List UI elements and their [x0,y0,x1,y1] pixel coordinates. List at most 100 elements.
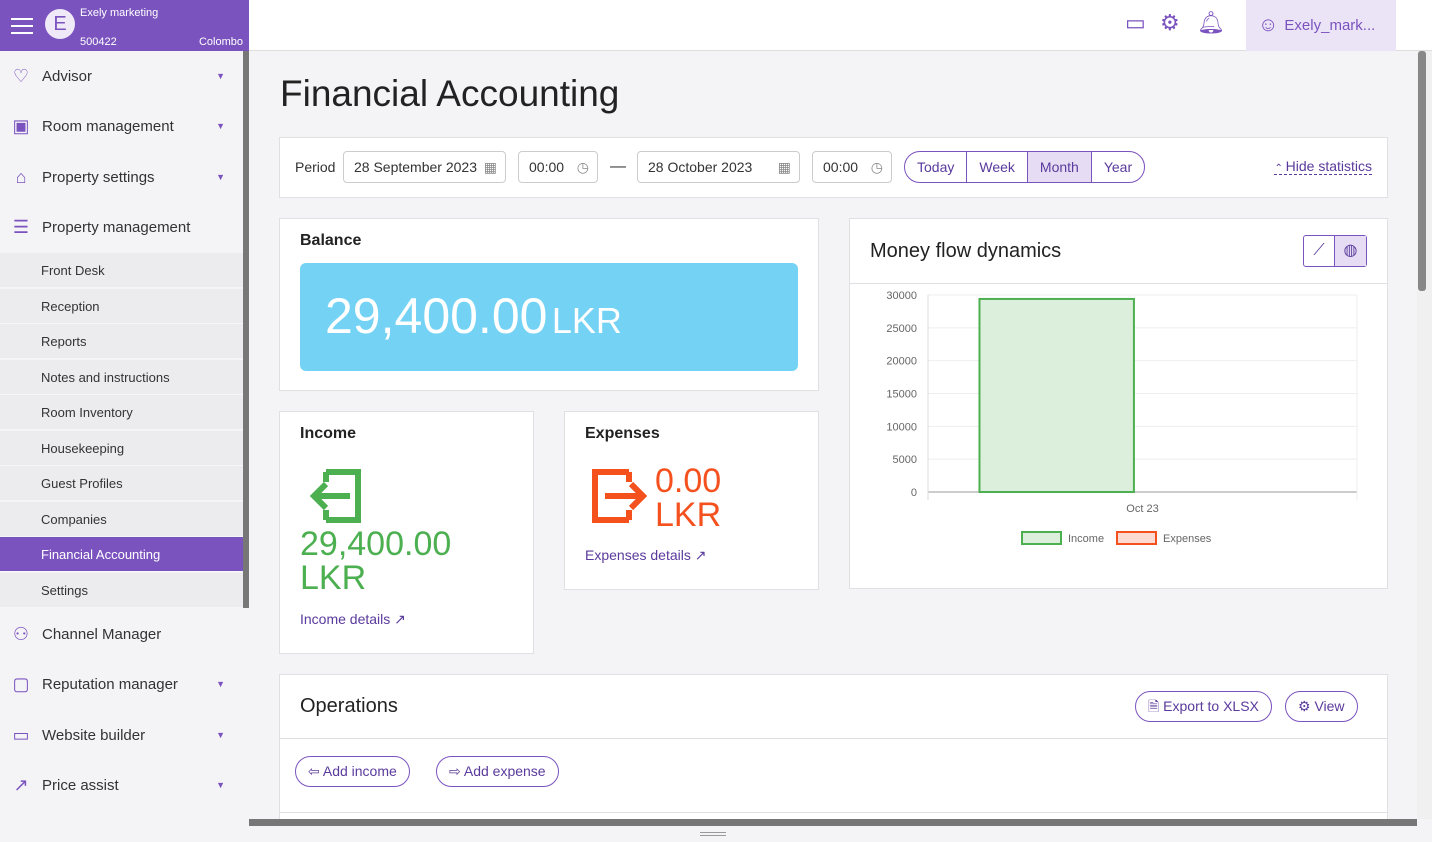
file-icon: 🗎︎ [1148,698,1164,714]
calendar-icon: ▣ [12,116,30,136]
add-income-button[interactable]: ⇦ Add income [295,756,410,787]
sidebar-scrollbar[interactable] [243,51,249,608]
monitor-icon: ▭ [12,725,30,745]
sidebar-item-label: Advisor [42,67,93,85]
sidebar-sub-guest-profiles[interactable]: Guest Profiles [0,466,243,501]
expenses-details-link[interactable]: Expenses details ↗ [585,547,706,564]
chart-title: Money flow dynamics [870,240,1062,262]
range-today[interactable]: Today [917,159,955,175]
sidebar-item-property-settings[interactable]: ⌂ Property settings ▼ [0,152,243,202]
user-menu[interactable]: ☺ Exely_mark... [1246,0,1396,51]
expenses-card: Expenses 0.00 LKR Expenses details ↗ [564,411,819,590]
sidebar-item-label: Property management [42,218,191,236]
chevron-down-icon: ▼ [216,121,225,131]
divider [850,283,1387,284]
add-expense-label: Add expense [463,763,546,779]
legend-label[interactable]: Expenses [1163,533,1212,545]
scrollbar-thumb[interactable] [1418,51,1426,291]
period-label: Period [295,159,336,175]
y-tick-label: 15000 [886,389,917,401]
period-dash: — [610,158,626,175]
income-details-label: Income details [300,611,391,627]
main-content: Financial Accounting Period 28 September… [249,51,1417,819]
sidebar-item-reputation[interactable]: ▢ Reputation manager ▼ [0,659,243,709]
sidebar-sub-financial-accounting[interactable]: Financial Accounting [0,537,249,572]
balance-panel: 29,400.00 LKR [300,263,798,371]
income-amount: 29,400.00 LKR [300,527,451,595]
sidebar-item-website-builder[interactable]: ▭ Website builder ▼ [0,710,243,760]
sidebar-sub-reception[interactable]: Reception [0,289,243,324]
gear-icon[interactable]: ⚙ [1160,10,1180,35]
money-flow-card: Money flow dynamics ⟋ ◍ 0 5000 10000 15000 2… [849,218,1388,589]
sidebar-sub-notes[interactable]: Notes and instructions [0,360,243,395]
property-name: Exely marketing [80,7,159,19]
y-tick-label: 0 [911,487,917,499]
range-month[interactable]: Month [1026,152,1091,182]
sidebar: E Exely marketing 500422 Colombo ♡ Adviso… [0,0,249,826]
heart-pulse-icon: ♡ [12,66,30,86]
clock-icon: ◷ [576,159,589,175]
from-time-value: 00:00 [529,159,565,175]
wallet-icon[interactable]: ▭ [1125,10,1146,35]
expense-icon: ⇨ [449,763,464,779]
divider [280,812,1387,813]
export-label: Export to XLSX [1163,698,1259,714]
sidebar-sub-settings[interactable]: Settings [0,573,243,608]
sidebar-sub-front-desk[interactable]: Front Desk [0,253,243,288]
bar-chart-icon[interactable]: ◍ [1335,236,1366,266]
sidebar-item-property-management[interactable]: ☰ Property management [0,202,243,252]
balance-card: Balance 29,400.00 LKR [279,218,819,391]
balance-title: Balance [300,232,362,249]
y-tick-label: 10000 [886,421,917,433]
legend-label[interactable]: Income [1068,533,1104,545]
chart-type-toggle: ⟋ ◍ [1303,235,1367,267]
income-icon: ⇦ [308,763,323,779]
from-date-input[interactable]: 28 September 2023 ▦ [343,151,506,183]
sidebar-item-price-assist[interactable]: ↗ Price assist ▼ [0,760,243,810]
sidebar-sub-companies[interactable]: Companies [0,502,243,537]
sidebar-item-channel-manager[interactable]: ⚇ Channel Manager [0,609,243,659]
expenses-value: 0.00 [655,462,722,500]
sidebar-sub-reports[interactable]: Reports [0,324,243,359]
bell-icon[interactable]: 🔔︎ [1197,10,1225,35]
balance-amount: 29,400.00 [325,288,548,344]
divider [280,738,1387,739]
line-chart-icon[interactable]: ⟋ [1304,236,1335,266]
sidebar-item-label: Channel Manager [42,625,162,643]
balance-currency: LKR [551,300,622,341]
sidebar-item-room-management[interactable]: ▣ Room management ▼ [0,101,243,151]
resize-handle[interactable] [0,826,1432,842]
external-link-icon: ↗ [394,611,406,627]
menu-icon[interactable] [11,18,33,34]
export-xlsx-button[interactable]: 🗎︎ Export to XLSX [1135,691,1272,722]
to-time-input[interactable]: 00:00 ◷ [812,151,892,183]
hide-statistics-link[interactable]: ⌃ Hide statistics [1274,158,1372,175]
legend-swatch [1021,531,1062,545]
view-button[interactable]: ⚙ View [1285,691,1358,722]
add-expense-button[interactable]: ⇨ Add expense [436,756,559,787]
horizontal-scrollbar[interactable] [249,819,1417,826]
sidebar-item-advisor[interactable]: ♡ Advisor ▼ [0,51,243,101]
to-date-input[interactable]: 28 October 2023 ▦ [637,151,800,183]
sidebar-sub-room-inventory[interactable]: Room Inventory [0,395,243,430]
chevron-down-icon: ▼ [216,172,225,182]
bar-income[interactable] [978,297,1135,493]
brand-header: E Exely marketing 500422 Colombo [0,0,249,51]
from-time-input[interactable]: 00:00 ◷ [518,151,598,183]
vertical-scrollbar[interactable] [1417,51,1432,819]
property-id: 500422 [80,36,117,48]
sidebar-item-label: Website builder [42,726,146,744]
range-year[interactable]: Year [1090,152,1144,182]
property-city: Colombo [198,36,243,48]
range-week[interactable]: Week [966,152,1027,182]
chat-icon: ▢ [12,674,30,694]
expenses-amount: 0.00 LKR [655,464,721,532]
gear-icon: ⚙ [1298,698,1315,714]
operations-card: Operations 🗎︎ Export to XLSX ⚙ View ⇦ Ad… [279,674,1388,819]
income-details-link[interactable]: Income details ↗ [300,611,406,628]
sidebar-sub-housekeeping[interactable]: Housekeeping [0,431,243,466]
income-icon [309,469,361,523]
chevron-down-icon: ▼ [216,730,225,740]
y-tick-label: 25000 [886,323,917,335]
avatar: E [45,9,75,39]
